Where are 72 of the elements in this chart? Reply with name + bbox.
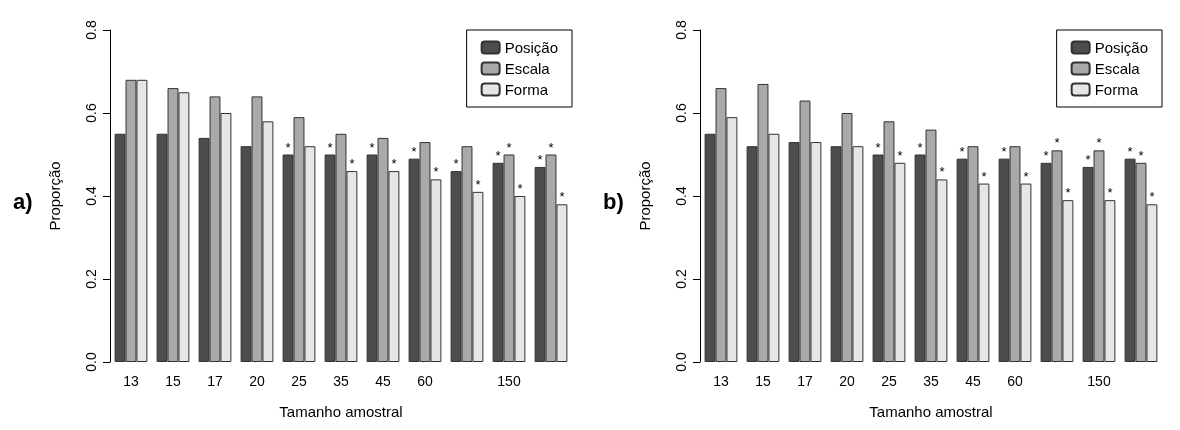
- y-tick-label: 0.8: [673, 20, 689, 40]
- data-label: *: [1065, 185, 1071, 201]
- data-label: *: [369, 139, 375, 155]
- x-tick-label: 15: [755, 373, 771, 389]
- y-tick-label: 0.0: [83, 352, 99, 372]
- data-label: *: [959, 143, 965, 159]
- x-tick-label: 35: [923, 373, 939, 389]
- data-label: *: [1085, 151, 1091, 167]
- x-tick-label: 15: [165, 373, 181, 389]
- x-axis-title: Tamanho amostral: [279, 403, 403, 420]
- data-label: *: [285, 139, 291, 155]
- x-tick-label: 13: [123, 373, 139, 389]
- x-tick-label: 150: [497, 373, 521, 389]
- y-tick-label: 0.0: [673, 352, 689, 372]
- data-label: *: [1107, 185, 1113, 201]
- data-label: *: [1054, 135, 1060, 151]
- data-label: *: [981, 168, 987, 184]
- x-tick-label: 60: [1007, 373, 1023, 389]
- x-tick-label: 17: [207, 373, 223, 389]
- y-tick-label: 0.4: [83, 186, 99, 206]
- data-label: *: [1149, 189, 1155, 205]
- x-tick-label: 20: [839, 373, 855, 389]
- data-label: *: [939, 164, 945, 180]
- x-tick-label: 60: [417, 373, 433, 389]
- data-label: *: [517, 181, 523, 196]
- y-axis-title: Proporção: [46, 161, 63, 231]
- x-tick-label: 25: [291, 373, 307, 389]
- data-label: *: [559, 189, 565, 205]
- data-label: *: [495, 147, 501, 163]
- x-tick-label: 150: [1087, 373, 1111, 389]
- data-label: *: [897, 147, 903, 163]
- x-tick-label: 35: [333, 373, 349, 389]
- data-label: *: [1127, 143, 1133, 159]
- data-label: *: [453, 156, 459, 172]
- data-label: *: [537, 151, 543, 167]
- legend-label: Forma: [504, 81, 549, 98]
- x-tick-label: 17: [797, 373, 813, 389]
- x-tick-label: 20: [249, 373, 265, 389]
- legend-label: Escala: [504, 60, 551, 77]
- x-tick-label: 25: [881, 373, 897, 389]
- x-tick-label: 13: [713, 373, 729, 389]
- data-label: *: [391, 156, 397, 172]
- data-label: *: [1001, 143, 1007, 159]
- data-label: *: [1043, 147, 1049, 163]
- data-label: *: [349, 156, 355, 172]
- y-tick-label: 0.8: [83, 20, 99, 40]
- data-label: *: [506, 139, 512, 155]
- legend-label: Escala: [1094, 60, 1141, 77]
- y-tick-label: 0.2: [83, 269, 99, 289]
- x-tick-label: 45: [965, 373, 981, 389]
- y-tick-label: 0.6: [673, 103, 689, 123]
- data-label: *: [327, 139, 333, 155]
- data-label: *: [875, 139, 881, 155]
- data-label: *: [548, 139, 554, 155]
- legend-label: Posição: [1094, 39, 1149, 56]
- y-tick-label: 0.4: [673, 186, 689, 206]
- text: a): [13, 188, 33, 214]
- x-axis-title: Tamanho amostral: [869, 403, 993, 420]
- data-label: *: [433, 164, 439, 180]
- y-tick-label: 0.6: [83, 103, 99, 123]
- data-label: *: [411, 143, 417, 159]
- y-axis-title: Proporção: [636, 161, 653, 231]
- data-label: *: [1138, 147, 1144, 163]
- data-label: *: [475, 176, 481, 192]
- data-label: *: [1096, 135, 1102, 151]
- data-label: *: [1023, 168, 1029, 184]
- text: b): [603, 188, 624, 214]
- data-label: *: [917, 139, 923, 155]
- legend-label: Forma: [1094, 81, 1139, 98]
- legend-label: Posição: [504, 39, 559, 56]
- y-tick-label: 0.2: [673, 269, 689, 289]
- x-tick-label: 45: [375, 373, 391, 389]
